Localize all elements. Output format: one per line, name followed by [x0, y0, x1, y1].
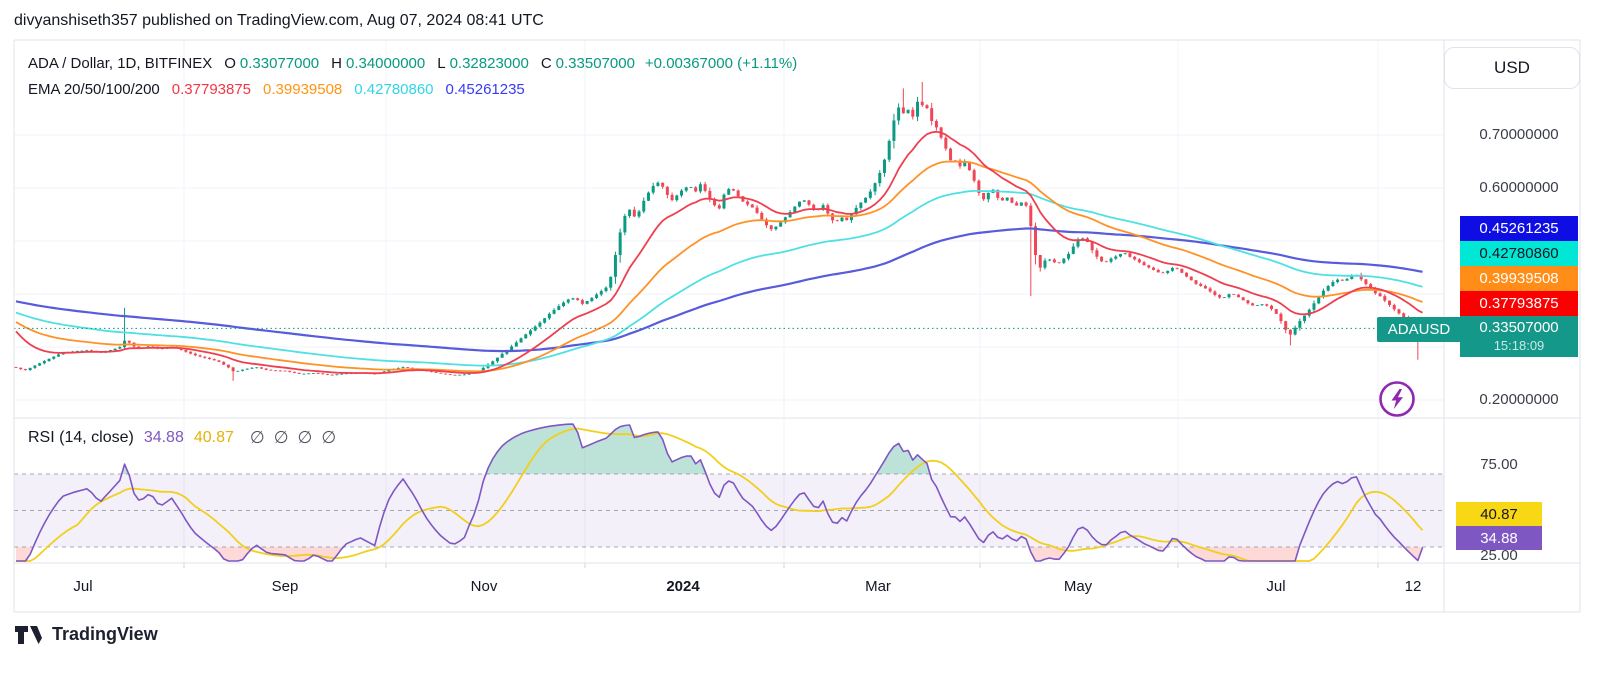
time-axis-label: Nov — [470, 578, 498, 595]
ohlc-value: 0.33507000 — [555, 55, 635, 72]
ohlc-value: 0.32823000 — [449, 55, 529, 72]
time-axis-label: Jul — [73, 578, 93, 595]
ohlc-value: 0.34000000 — [345, 55, 426, 72]
currency-selector-button[interactable]: USD — [1444, 47, 1580, 89]
symbol-description: ADA / Dollar, 1D, BITFINEX — [28, 55, 213, 72]
rsi-value: 34.88 — [143, 429, 184, 446]
rsi-level-flag: 40.87 — [1456, 502, 1542, 527]
ema-current-value: 0.42780860 — [354, 81, 434, 98]
empty-set-icon: ∅ — [249, 428, 265, 447]
rsi-indicator-header[interactable]: RSI (14, close) 34.88 40.87 ∅ ∅ ∅ ∅ — [28, 428, 336, 448]
tradingview-logo-icon — [15, 625, 42, 644]
empty-set-icon: ∅ — [273, 428, 289, 447]
time-axis-label: May — [1063, 578, 1093, 595]
ohlc-letter: C — [540, 55, 552, 72]
ohlc-letter: H — [331, 55, 342, 72]
rsi-label: RSI (14, close) — [28, 429, 134, 446]
price-change: +0.00367000 (+1.11%) — [644, 55, 798, 72]
ema-price-flag: 0.42780860 — [1460, 241, 1578, 266]
rsi-ma-value: 40.87 — [193, 429, 234, 446]
rsi-empty-set-icons: ∅ ∅ ∅ ∅ — [250, 428, 336, 448]
empty-set-icon: ∅ — [321, 428, 337, 447]
last-price-value: 0.33507000 — [1479, 319, 1559, 336]
ema-current-value: 0.37793875 — [171, 81, 252, 98]
tradingview-wordmark: TradingView — [52, 624, 158, 644]
lightning-bolt-icon — [1391, 389, 1403, 409]
time-axis-label: 2024 — [666, 578, 700, 595]
time-axis-label: 12 — [1404, 578, 1422, 595]
ema-settings-label: EMA 20/50/100/200 — [28, 81, 160, 98]
time-axis-label: Sep — [271, 578, 299, 595]
ema-current-value: 0.39939508 — [263, 81, 343, 98]
ema-price-flag: 0.37793875 — [1460, 291, 1578, 316]
ohlc-letter: L — [437, 55, 446, 72]
publish-byline: divyanshiseth357 published on TradingVie… — [14, 12, 544, 29]
ema-indicator-row[interactable]: EMA 20/50/100/200 0.37793875 0.39939508 0.4… — [28, 81, 529, 98]
bar-countdown: 15:18:09 — [1493, 337, 1545, 353]
rsi-axis-label: 25.00 — [1480, 547, 1518, 565]
price-axis-label: 0.70000000 — [1479, 126, 1559, 143]
empty-set-icon: ∅ — [297, 428, 313, 447]
ema-price-flag: 0.45261235 — [1460, 216, 1578, 241]
price-axis-label: 0.20000000 — [1479, 391, 1559, 408]
ohlc-value: 0.33077000 — [239, 55, 320, 72]
ohlc-letter: O — [224, 55, 236, 72]
symbol-title-row[interactable]: ADA / Dollar, 1D, BITFINEX O 0.33077000 H 0.… — [28, 55, 801, 72]
ema-current-value: 0.45261235 — [445, 81, 525, 98]
ema-price-flag: 0.39939508 — [1460, 266, 1578, 291]
instant-order-lightning-button[interactable] — [1378, 380, 1416, 418]
rsi-axis-label: 75.00 — [1480, 455, 1518, 473]
time-axis-label: Mar — [865, 578, 891, 595]
last-price-label: 0.33507000 15:18:09 — [1460, 316, 1578, 357]
price-axis-label: 0.60000000 — [1479, 179, 1559, 196]
rsi-level-flag: 34.88 — [1456, 526, 1542, 551]
time-axis-label: Jul — [1266, 578, 1286, 595]
symbol-price-tag: ADAUSD — [1377, 317, 1461, 342]
tradingview-attribution[interactable]: TradingView — [14, 624, 158, 645]
